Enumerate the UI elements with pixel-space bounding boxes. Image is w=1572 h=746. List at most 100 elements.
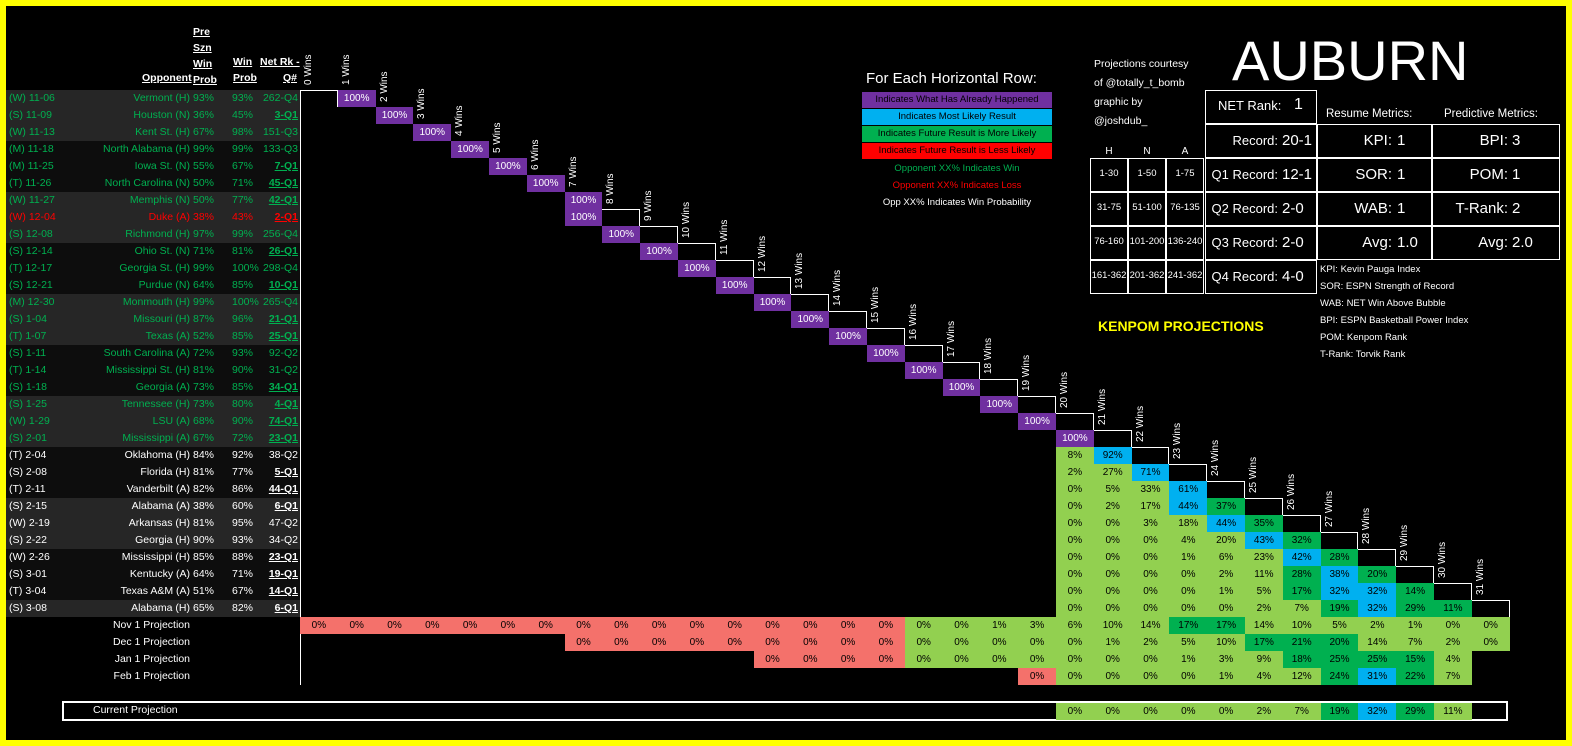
future-cell: 2% [1093,498,1132,515]
preseason-win-prob: 64% [193,279,215,291]
glossary-item: BPI: ESPN Basketball Power Index [1320,315,1469,326]
game-result-date: (S) 2-22 [9,534,47,546]
win-prob: 96% [232,313,254,325]
future-cell: 8% [1056,447,1094,464]
future-cell: 0% [1093,583,1132,600]
game-result-date: (T) 2-11 [9,483,46,495]
quad-cell [1090,192,1128,226]
resume-value: 1.0 [1397,234,1418,251]
staircase-step [829,311,867,328]
col-header-30-wins: 30 Wins [1437,541,1448,578]
opponent-name: Florida (H) [140,466,190,478]
current-projection-cell: 7% [1282,703,1321,720]
staircase-step [300,90,338,107]
opponent-header: Opponent [142,72,192,84]
staircase-step [715,260,754,277]
future-cell: 0% [1169,600,1208,617]
game-result-date: (S) 1-04 [9,313,47,325]
staircase-step [1018,396,1056,413]
projection-cell: 25% [1358,651,1397,668]
record-value: 20-1 [1282,132,1313,149]
preseason-win-prob: 87% [193,313,215,325]
row-bg [6,532,300,549]
projection-cell: 2% [1358,617,1397,634]
game-result-date: (S) 1-11 [9,347,47,359]
win-prob: 98% [232,126,254,138]
quad-cell-text: 136-240 [1167,236,1203,247]
glossary-item: KPI: Kevin Pauga Index [1320,264,1421,275]
preseason-win-prob: 67% [193,432,215,444]
resume-box [1317,226,1432,260]
quad-cell [1166,192,1204,226]
quad-cell [1166,226,1204,260]
net-rank-quad: 34-Q2 [268,534,298,546]
win-prob: 86% [232,483,254,495]
game-result-date: (W) 2-19 [9,517,50,529]
projection-cell: 14% [1131,617,1170,634]
projection-cell: 0% [1131,668,1170,685]
row-bg [6,90,300,107]
game-result-date: (M) 11-18 [9,143,54,155]
projection-cell: 2% [1131,634,1170,651]
game-result-date: (T) 2-04 [9,449,47,461]
preseason-win-prob: 68% [193,415,215,427]
win-prob: 99% [232,143,254,155]
predictive-value: 2 [1512,200,1521,217]
future-cell: 44% [1169,498,1208,515]
net-rank-quad: 4-Q1 [274,398,298,410]
col-header-22-wins: 22 Wins [1134,405,1146,442]
opponent-name: Alabama (A) [131,500,190,512]
future-cell: 0% [1093,566,1132,583]
future-cell: 29% [1396,600,1434,617]
staircase-step [1056,413,1094,430]
projection-cell: 0% [526,617,565,634]
future-cell: 0% [1056,498,1094,515]
quad-cell-text: 76-135 [1170,202,1200,213]
win-prob: 85% [232,381,254,393]
predictive-box [1432,192,1560,226]
preseason-win-prob: 65% [193,602,215,614]
row-bg [6,328,300,345]
legend-item: Indicates Future Result is More Likely [862,126,1052,142]
row-bg [6,294,300,311]
projection-cell: 9% [1245,651,1283,668]
row-bg [6,345,300,362]
net-rank-quad: 31-Q2 [268,364,298,376]
win-prob: 95% [232,517,254,529]
future-cell: 1% [1207,583,1245,600]
resume-label: KPI: [1363,132,1392,149]
row-bg [6,396,300,413]
staircase-step [1169,464,1208,481]
past-cell: 100% [1056,430,1094,447]
future-cell: 42% [1282,549,1321,566]
projection-cell: 3% [1207,651,1245,668]
game-result-date: (S) 3-01 [9,568,47,580]
net-rank-quad: 26-Q1 [268,245,298,257]
record-value: 12-1 [1282,166,1313,183]
future-cell: 5% [1093,481,1132,498]
legend-item: Indicates Most Likely Result [862,109,1052,125]
future-cell: 19% [1320,600,1359,617]
net-rank-quad: 151-Q3 [262,126,298,138]
net-rank-quad: 262-Q4 [262,92,298,104]
current-projection-cell: 0% [1169,703,1208,720]
resume-box [1317,192,1432,226]
row-bg [6,311,300,328]
projection-cell: 4% [1434,651,1472,668]
projection-cell: 0% [980,634,1019,651]
projection-cell: 0% [942,617,981,634]
net-rank-quad: 21-Q1 [268,313,298,325]
row-bg [6,260,300,277]
future-cell: 23% [1245,549,1283,566]
glossary-item: POM: Kenpom Rank [1320,332,1408,343]
net-rank-quad: 38-Q2 [268,449,298,461]
future-cell: 20% [1358,566,1397,583]
future-cell: 0% [1056,515,1094,532]
future-cell: 71% [1131,464,1170,481]
win-prob: 77% [232,466,254,478]
preseason-win-prob: 90% [193,534,215,546]
game-result-date: (W) 11-27 [9,194,55,206]
record-box [1205,124,1317,158]
opponent-name: Vermont (H) [133,92,190,104]
current-projection-cell: 0% [1207,703,1245,720]
